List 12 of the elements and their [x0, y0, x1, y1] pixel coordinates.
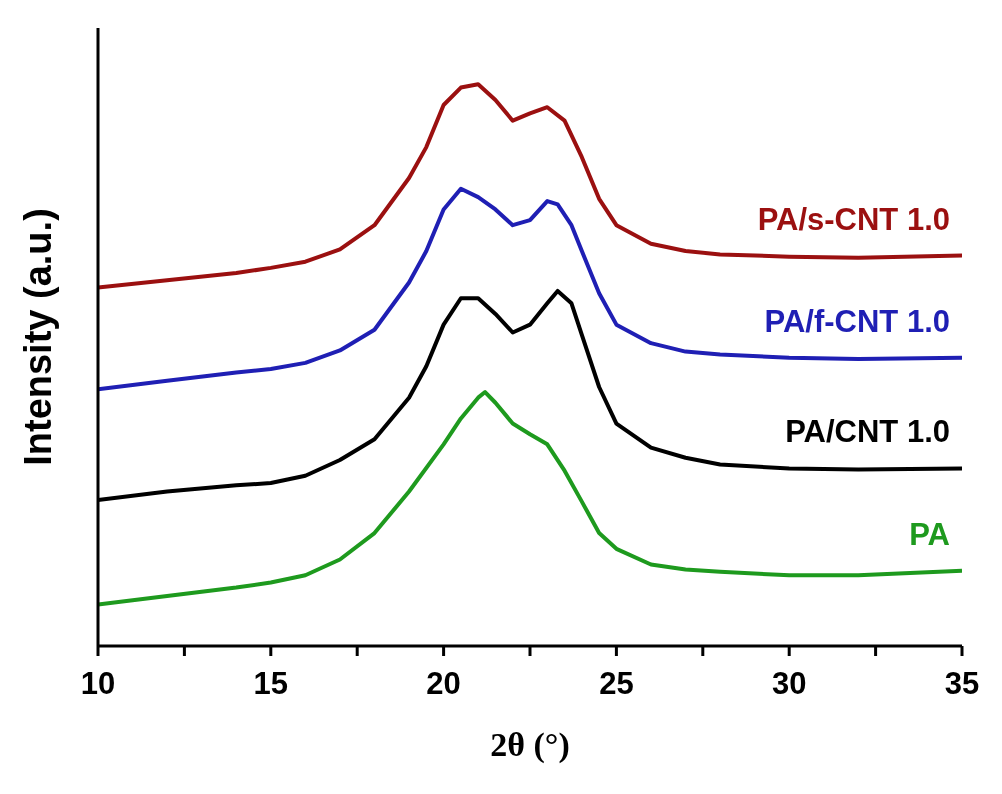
x-axis-title: 2θ (°)	[490, 726, 570, 764]
series-label: PA/CNT 1.0	[785, 414, 950, 450]
x-tick-label: 15	[253, 666, 289, 702]
y-axis-title: Intensity (a.u.)	[17, 208, 60, 466]
x-tick-label: 35	[944, 666, 980, 702]
series-label: PA/f-CNT 1.0	[764, 303, 950, 339]
x-tick-label: 25	[599, 666, 634, 702]
x-tick-label: 20	[426, 666, 461, 702]
series-label: PA	[909, 516, 950, 552]
x-tick-label: 10	[80, 666, 116, 702]
series-label: PA/s-CNT 1.0	[757, 201, 950, 237]
x-tick-label: 30	[771, 666, 807, 702]
